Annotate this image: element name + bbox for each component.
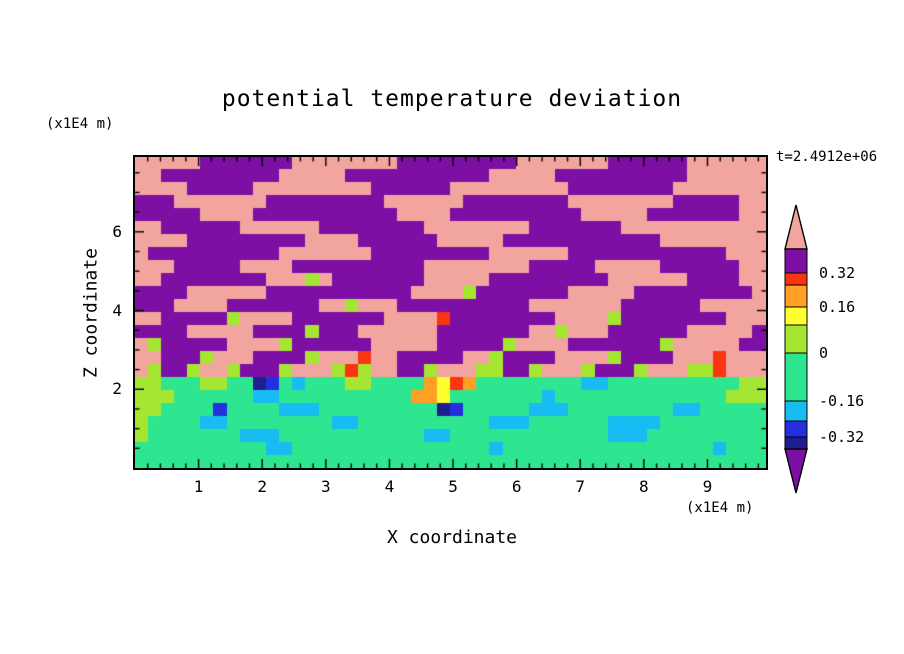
colorbar-segment [784, 420, 808, 438]
colorbar-segment [784, 306, 808, 326]
colorbar-tick-label: 0.32 [819, 264, 856, 282]
colorbar-segment [784, 352, 808, 402]
plot-title: potential temperature deviation [221, 86, 683, 112]
colorbar-segment [784, 272, 808, 286]
x-tick-label: 8 [639, 477, 649, 496]
colorbar: 0.32 0.16 0 -0.16 -0.32 [783, 204, 903, 504]
x-tick-label: 7 [575, 477, 586, 496]
x-axis-unit-label: (x1E4 m) [686, 500, 754, 516]
x-tick-label: 9 [702, 477, 713, 496]
colorbar-tick-label: 0.16 [819, 298, 856, 316]
colorbar-top-arrow [784, 204, 808, 250]
y-tick-label: 2 [112, 379, 122, 399]
colorbar-tick-label: 0 [819, 344, 829, 362]
y-tick-label: 6 [112, 221, 122, 241]
colorbar-segment [784, 400, 808, 422]
time-stamp-label: t=2.4912e+06 [776, 149, 878, 165]
x-tick-label: 2 [257, 477, 268, 496]
colorbar-segment [784, 436, 808, 450]
colorbar-scale [784, 204, 808, 494]
x-tick-label: 3 [320, 477, 331, 496]
plot-area [133, 155, 768, 470]
x-tick-label: 6 [511, 477, 522, 496]
y-axis-unit-label: (x1E4 m) [46, 116, 114, 132]
contour-field-canvas [135, 157, 766, 468]
colorbar-tick-label: -0.16 [819, 392, 865, 410]
x-tick-label: 5 [448, 477, 458, 496]
y-tick-label: 4 [112, 300, 122, 320]
colorbar-segment [784, 284, 808, 308]
colorbar-segment [784, 324, 808, 354]
colorbar-segment [784, 248, 808, 274]
colorbar-bottom-arrow [784, 448, 808, 494]
x-tick-label: 1 [193, 477, 204, 496]
x-tick-label: 4 [384, 477, 395, 496]
colorbar-tick-label: -0.32 [819, 428, 865, 446]
x-axis-title: X coordinate [386, 527, 518, 548]
